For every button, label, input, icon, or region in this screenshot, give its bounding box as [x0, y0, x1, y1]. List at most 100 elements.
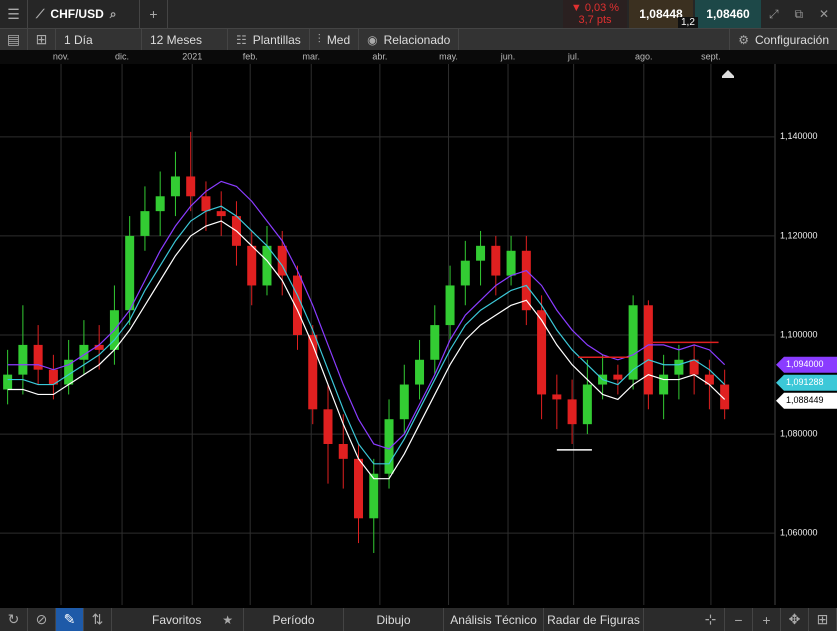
- bid-box[interactable]: 1,08448: [629, 0, 693, 28]
- x-tick-label: jun.: [500, 51, 516, 61]
- cancel-button[interactable]: ⊘: [28, 608, 56, 631]
- popout-icon[interactable]: ⧉: [794, 6, 804, 21]
- chart-icon: ⟋: [36, 6, 45, 21]
- list-button[interactable]: ▤: [0, 29, 28, 50]
- templates-label: Plantillas: [252, 32, 301, 47]
- close-icon[interactable]: ✕: [818, 6, 830, 21]
- candle-body: [476, 245, 486, 261]
- layout-button[interactable]: ⊞: [28, 29, 56, 50]
- candle-body: [155, 196, 165, 212]
- price-tag-label: 1,094000: [786, 359, 824, 369]
- y-tick-label: 1,100000: [780, 329, 818, 339]
- candle-body: [399, 384, 409, 420]
- candle-body: [674, 359, 684, 375]
- settings-label: Configuración: [754, 32, 829, 47]
- y-tick-label: 1,060000: [780, 528, 818, 538]
- crosshair-button[interactable]: ⊹: [697, 608, 725, 631]
- related-button[interactable]: ◉ Relacionado: [359, 29, 460, 50]
- favorites-button[interactable]: Favoritos ★: [112, 608, 244, 631]
- candle-body: [704, 374, 714, 385]
- templates-icon: ☷: [236, 32, 247, 47]
- candle-body: [552, 394, 562, 400]
- price-tag-label: 1,091288: [786, 377, 824, 387]
- candle-body: [689, 359, 699, 375]
- candle-body: [720, 384, 730, 410]
- candle-body: [537, 310, 547, 395]
- range-button[interactable]: 12 Meses: [142, 29, 228, 50]
- candle-body: [323, 409, 333, 444]
- bid: 1,08448: [639, 7, 683, 21]
- candle-body: [140, 211, 150, 236]
- moving-average: [7, 205, 726, 465]
- arrows-button[interactable]: ⇅: [84, 608, 112, 631]
- candle-body: [643, 305, 653, 395]
- candle-body: [567, 399, 577, 425]
- candle-body: [216, 211, 226, 217]
- candle-body: [430, 325, 440, 360]
- moving-average: [7, 220, 726, 480]
- moving-average: [7, 180, 726, 450]
- patterns-button[interactable]: Radar de Figuras: [544, 608, 644, 631]
- related-icon: ◉: [367, 32, 378, 47]
- add-tab[interactable]: +: [140, 0, 168, 28]
- candle-body: [94, 344, 104, 350]
- y-tick-label: 1,120000: [780, 230, 818, 240]
- star-icon: ★: [222, 612, 233, 627]
- pencil-button[interactable]: ✎: [56, 608, 84, 631]
- month-strip: [0, 50, 837, 64]
- y-tick-label: 1,140000: [780, 131, 818, 141]
- price-tag: [776, 392, 837, 409]
- candle-body: [64, 359, 74, 385]
- expand-icon[interactable]: ⤢: [768, 6, 779, 21]
- reset-button[interactable]: ↻: [0, 608, 28, 631]
- x-tick-label: mar.: [302, 51, 320, 61]
- candle-body: [659, 374, 669, 395]
- candle-body: [491, 245, 501, 276]
- move-button[interactable]: ✥: [781, 608, 809, 631]
- interval-button[interactable]: 1 Día: [56, 29, 142, 50]
- studies-button[interactable]: ⫶ Med: [310, 29, 360, 50]
- price-tag-label: 1,088449: [786, 395, 824, 405]
- change-percent: ▼ 0,03 %: [570, 2, 620, 14]
- symbol-tab[interactable]: ⟋ CHF/USD ⌕: [28, 0, 140, 28]
- candle-body: [292, 275, 302, 335]
- toolbar: ▤ ⊞ 1 Día 12 Meses ☷ Plantillas ⫶ Med ◉ Rel…: [0, 28, 837, 50]
- candle-body: [48, 369, 58, 385]
- x-tick-label: jul.: [567, 51, 580, 61]
- candle-body: [3, 374, 13, 390]
- ask: 1,08460: [706, 7, 750, 21]
- zoom-out-button[interactable]: −: [725, 608, 753, 631]
- candle-body: [445, 285, 455, 326]
- fit-button[interactable]: ⊞: [809, 608, 837, 631]
- window-icons: ⤢ ⧉ ✕: [761, 7, 837, 22]
- menu-button[interactable]: ☰: [0, 0, 28, 28]
- technical-button[interactable]: Análisis Técnico: [444, 608, 544, 631]
- drawing-button[interactable]: Dibujo: [344, 608, 444, 631]
- candle-body: [247, 245, 257, 286]
- related-label: Relacionado: [383, 32, 451, 47]
- settings-button[interactable]: ⚙ Configuración: [729, 29, 837, 50]
- x-tick-label: abr.: [372, 51, 387, 61]
- spread: 1,2: [678, 17, 698, 28]
- x-tick-label: 2021: [182, 51, 202, 61]
- templates-button[interactable]: ☷ Plantillas: [228, 29, 310, 50]
- studies-label: Med: [326, 32, 351, 47]
- search-icon[interactable]: ⌕: [109, 6, 117, 21]
- x-tick-label: ago.: [635, 51, 653, 61]
- favorites-label: Favoritos: [152, 612, 202, 627]
- x-tick-label: dic.: [115, 51, 129, 61]
- candle-body: [79, 344, 89, 360]
- studies-icon: ⫶: [317, 32, 321, 46]
- candle-body: [369, 473, 379, 519]
- candle-body: [354, 458, 364, 519]
- x-tick-label: feb.: [243, 51, 258, 61]
- x-tick-label: may.: [439, 51, 458, 61]
- x-tick-label: nov.: [53, 51, 69, 61]
- period-button[interactable]: Período: [244, 608, 344, 631]
- price-tag: [776, 374, 837, 391]
- candle-body: [18, 344, 28, 375]
- ask-box[interactable]: 1,08460: [695, 0, 761, 28]
- candle-body: [33, 344, 43, 370]
- zoom-in-button[interactable]: +: [753, 608, 781, 631]
- candle-body: [415, 359, 425, 385]
